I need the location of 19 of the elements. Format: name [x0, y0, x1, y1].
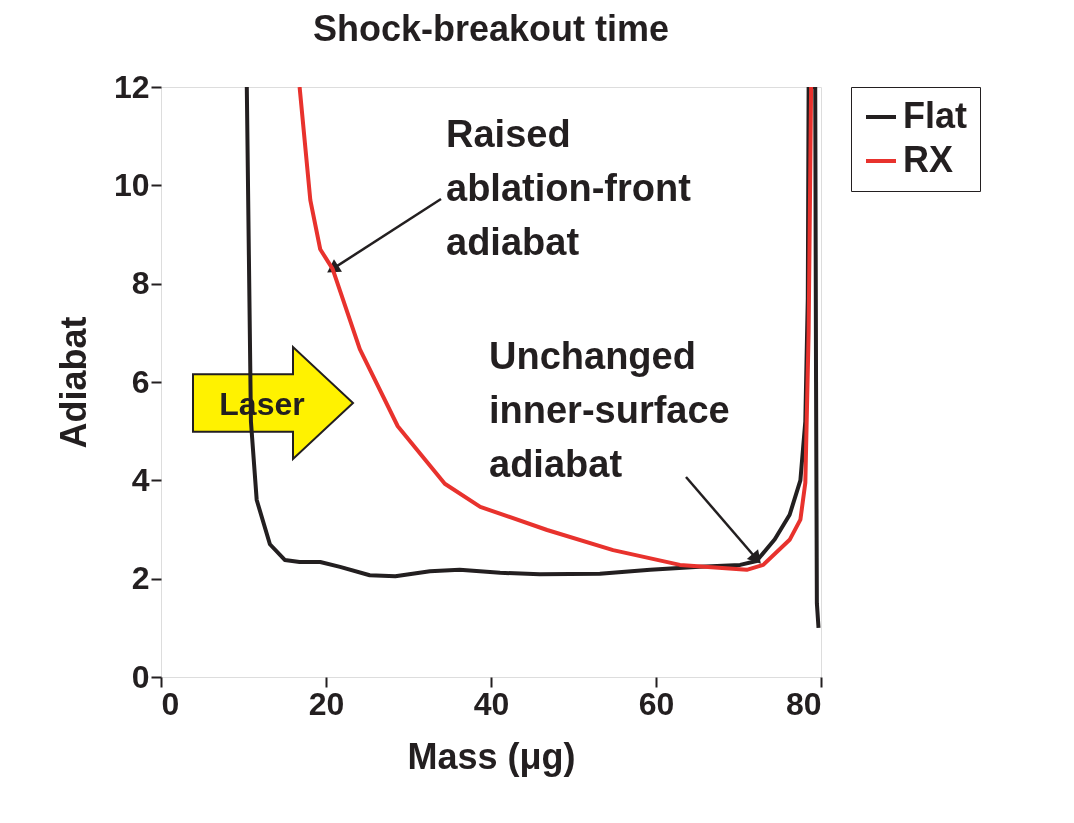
y-tick-label: 2 — [131, 560, 150, 597]
x-tick-label: 20 — [308, 685, 345, 722]
legend-label: Flat — [903, 95, 968, 136]
x-tick-label: 40 — [473, 685, 510, 722]
y-tick-label: 0 — [131, 658, 150, 695]
x-axis-title: Mass (μg) — [407, 735, 576, 777]
annotation: Raised ablation-front adiabat — [446, 113, 692, 263]
y-tick-label: 4 — [131, 461, 150, 498]
y-tick-label: 8 — [131, 265, 150, 302]
annotation: Unchanged inner-surface adiabat — [489, 335, 730, 485]
x-tick-label: 80 — [785, 685, 822, 722]
y-tick-label: 12 — [113, 68, 150, 105]
y-axis-title: Adiabat — [52, 316, 94, 449]
y-tick-label: 10 — [113, 166, 150, 203]
legend-label: RX — [903, 139, 954, 180]
y-tick-label: 6 — [131, 363, 150, 400]
chart-title: Shock-breakout time — [312, 8, 670, 49]
x-tick-label: 60 — [638, 685, 675, 722]
x-tick-label: 0 — [161, 685, 180, 722]
